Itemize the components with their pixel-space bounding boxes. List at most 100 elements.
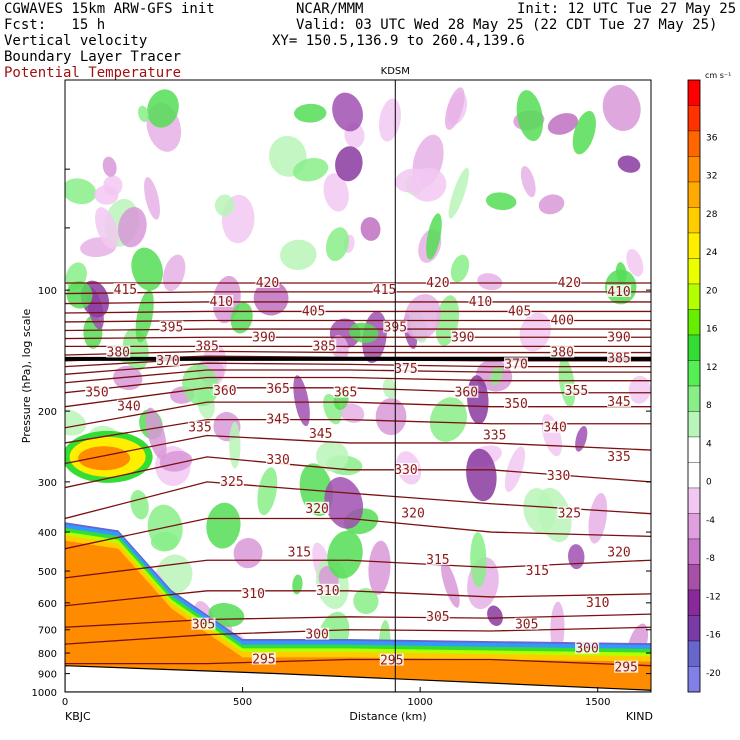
colorbar-swatch <box>687 666 701 693</box>
theta-label: 330 <box>547 469 570 484</box>
colorbar-swatch <box>687 79 701 106</box>
colorbar-label: 8 <box>706 401 712 411</box>
theta-label-bg <box>525 564 550 577</box>
vertical-velocity-blob <box>588 492 608 544</box>
colorbar-swatch <box>687 309 701 336</box>
colorbar-swatch <box>687 334 701 361</box>
theta-label: 390 <box>451 330 474 345</box>
vertical-velocity-blob <box>538 194 565 215</box>
theta-label-bg <box>425 276 450 289</box>
theta-label: 365 <box>266 382 289 397</box>
colorbar-swatch <box>687 538 701 565</box>
bl-tracer-blob <box>78 446 131 471</box>
vertical-velocity-blob <box>368 540 391 595</box>
vertical-velocity-blob <box>131 247 163 291</box>
vertical-velocity-blob <box>602 84 641 131</box>
theta-label: 360 <box>455 386 478 401</box>
vertical-velocity-blob <box>360 217 381 241</box>
colorbar-swatch <box>687 564 701 591</box>
y-tick-label: 100 <box>38 286 57 297</box>
colorbar-swatch <box>687 436 701 463</box>
theta-contour <box>65 291 651 295</box>
theta-contour <box>65 590 651 607</box>
vertical-velocity-blob <box>572 110 596 155</box>
vertical-velocity-blob <box>253 280 289 316</box>
theta-label: 340 <box>543 421 566 436</box>
theta-label-bg <box>507 304 532 317</box>
theta-label-bg <box>195 339 220 352</box>
theta-label: 415 <box>114 283 137 298</box>
theta-label: 380 <box>550 346 573 361</box>
theta-label: 355 <box>565 384 588 399</box>
theta-label-bg <box>585 595 610 608</box>
x-endpoint-right: KIND <box>626 710 653 723</box>
theta-label: 310 <box>586 596 609 611</box>
boundary-layer-core <box>65 550 651 692</box>
y-tick-label: 600 <box>38 599 57 610</box>
theta-label: 320 <box>607 546 630 561</box>
theta-label: 385 <box>313 339 336 354</box>
vertical-velocity-blob <box>130 490 149 520</box>
colorbar-label: 32 <box>706 172 717 182</box>
theta-label-bg <box>241 586 266 599</box>
theta-label: 380 <box>107 346 130 361</box>
header-line3-right: XY= 150.5,136.9 to 260.4,139.6 <box>272 33 525 49</box>
theta-label: 370 <box>504 357 527 372</box>
vertical-velocity-blob <box>65 178 97 205</box>
y-tick-label: 800 <box>38 649 57 660</box>
y-axis-label: Pressure (hPa), log scale <box>20 309 33 444</box>
theta-label-bg <box>575 641 600 654</box>
vertical-velocity-blob <box>315 441 349 472</box>
vertical-velocity-blob <box>208 603 245 627</box>
theta-label-bg <box>187 420 212 433</box>
theta-label-bg <box>393 462 418 475</box>
colorbar-label: 36 <box>706 133 718 143</box>
header-line2-left: Fcst: 15 h <box>4 17 106 33</box>
header-line1-mid: NCAR/MMM <box>296 1 364 17</box>
theta-label-bg <box>557 276 582 289</box>
theta-label-bg <box>155 353 180 366</box>
y-tick-label: 300 <box>38 478 57 489</box>
vertical-velocity-blob <box>325 227 349 262</box>
colorbar-label: -16 <box>706 631 721 641</box>
vertical-velocity-blob <box>229 421 241 469</box>
theta-label-bg <box>255 276 280 289</box>
vertical-velocity-blob <box>145 407 167 460</box>
theta-label-bg <box>312 339 337 352</box>
colorbar-label: 12 <box>706 363 717 373</box>
theta-label: 410 <box>469 295 492 310</box>
colorbar-swatch <box>687 513 701 540</box>
colorbar-label: -20 <box>706 669 721 679</box>
header-line3-left: Vertical velocity <box>4 33 148 49</box>
theta-label: 305 <box>192 618 215 633</box>
theta-label: 325 <box>558 507 581 522</box>
theta-label: 385 <box>607 352 630 367</box>
theta-label: 375 <box>394 362 417 377</box>
theta-label-bg <box>372 283 397 296</box>
colorbar-swatch <box>687 105 701 132</box>
vertical-velocity-blob <box>95 207 119 249</box>
vertical-velocity-blob <box>102 156 117 177</box>
colorbar-swatch <box>687 462 701 489</box>
theta-label-bg <box>315 583 340 596</box>
theta-label: 370 <box>156 354 179 369</box>
theta-contour <box>65 456 651 489</box>
theta-contour <box>65 401 651 429</box>
colorbar-label: 24 <box>706 248 718 258</box>
station-label: KDSM <box>381 66 410 77</box>
vertical-velocity-blob <box>450 254 470 283</box>
theta-label-bg <box>468 294 493 307</box>
vertical-velocity-blob <box>448 167 469 219</box>
vertical-velocity-blob <box>575 425 588 452</box>
theta-label: 295 <box>252 652 275 667</box>
theta-label-bg <box>116 399 141 412</box>
theta-contour <box>65 301 651 305</box>
theta-label-bg <box>607 395 632 408</box>
x-tick-label: 1500 <box>585 697 610 708</box>
colorbar-swatch <box>687 640 701 667</box>
theta-label-bg <box>305 627 330 640</box>
x-endpoint-left: KBJC <box>65 710 91 723</box>
vertical-velocity-blob <box>628 375 651 404</box>
vertical-velocity-blob <box>294 103 327 123</box>
